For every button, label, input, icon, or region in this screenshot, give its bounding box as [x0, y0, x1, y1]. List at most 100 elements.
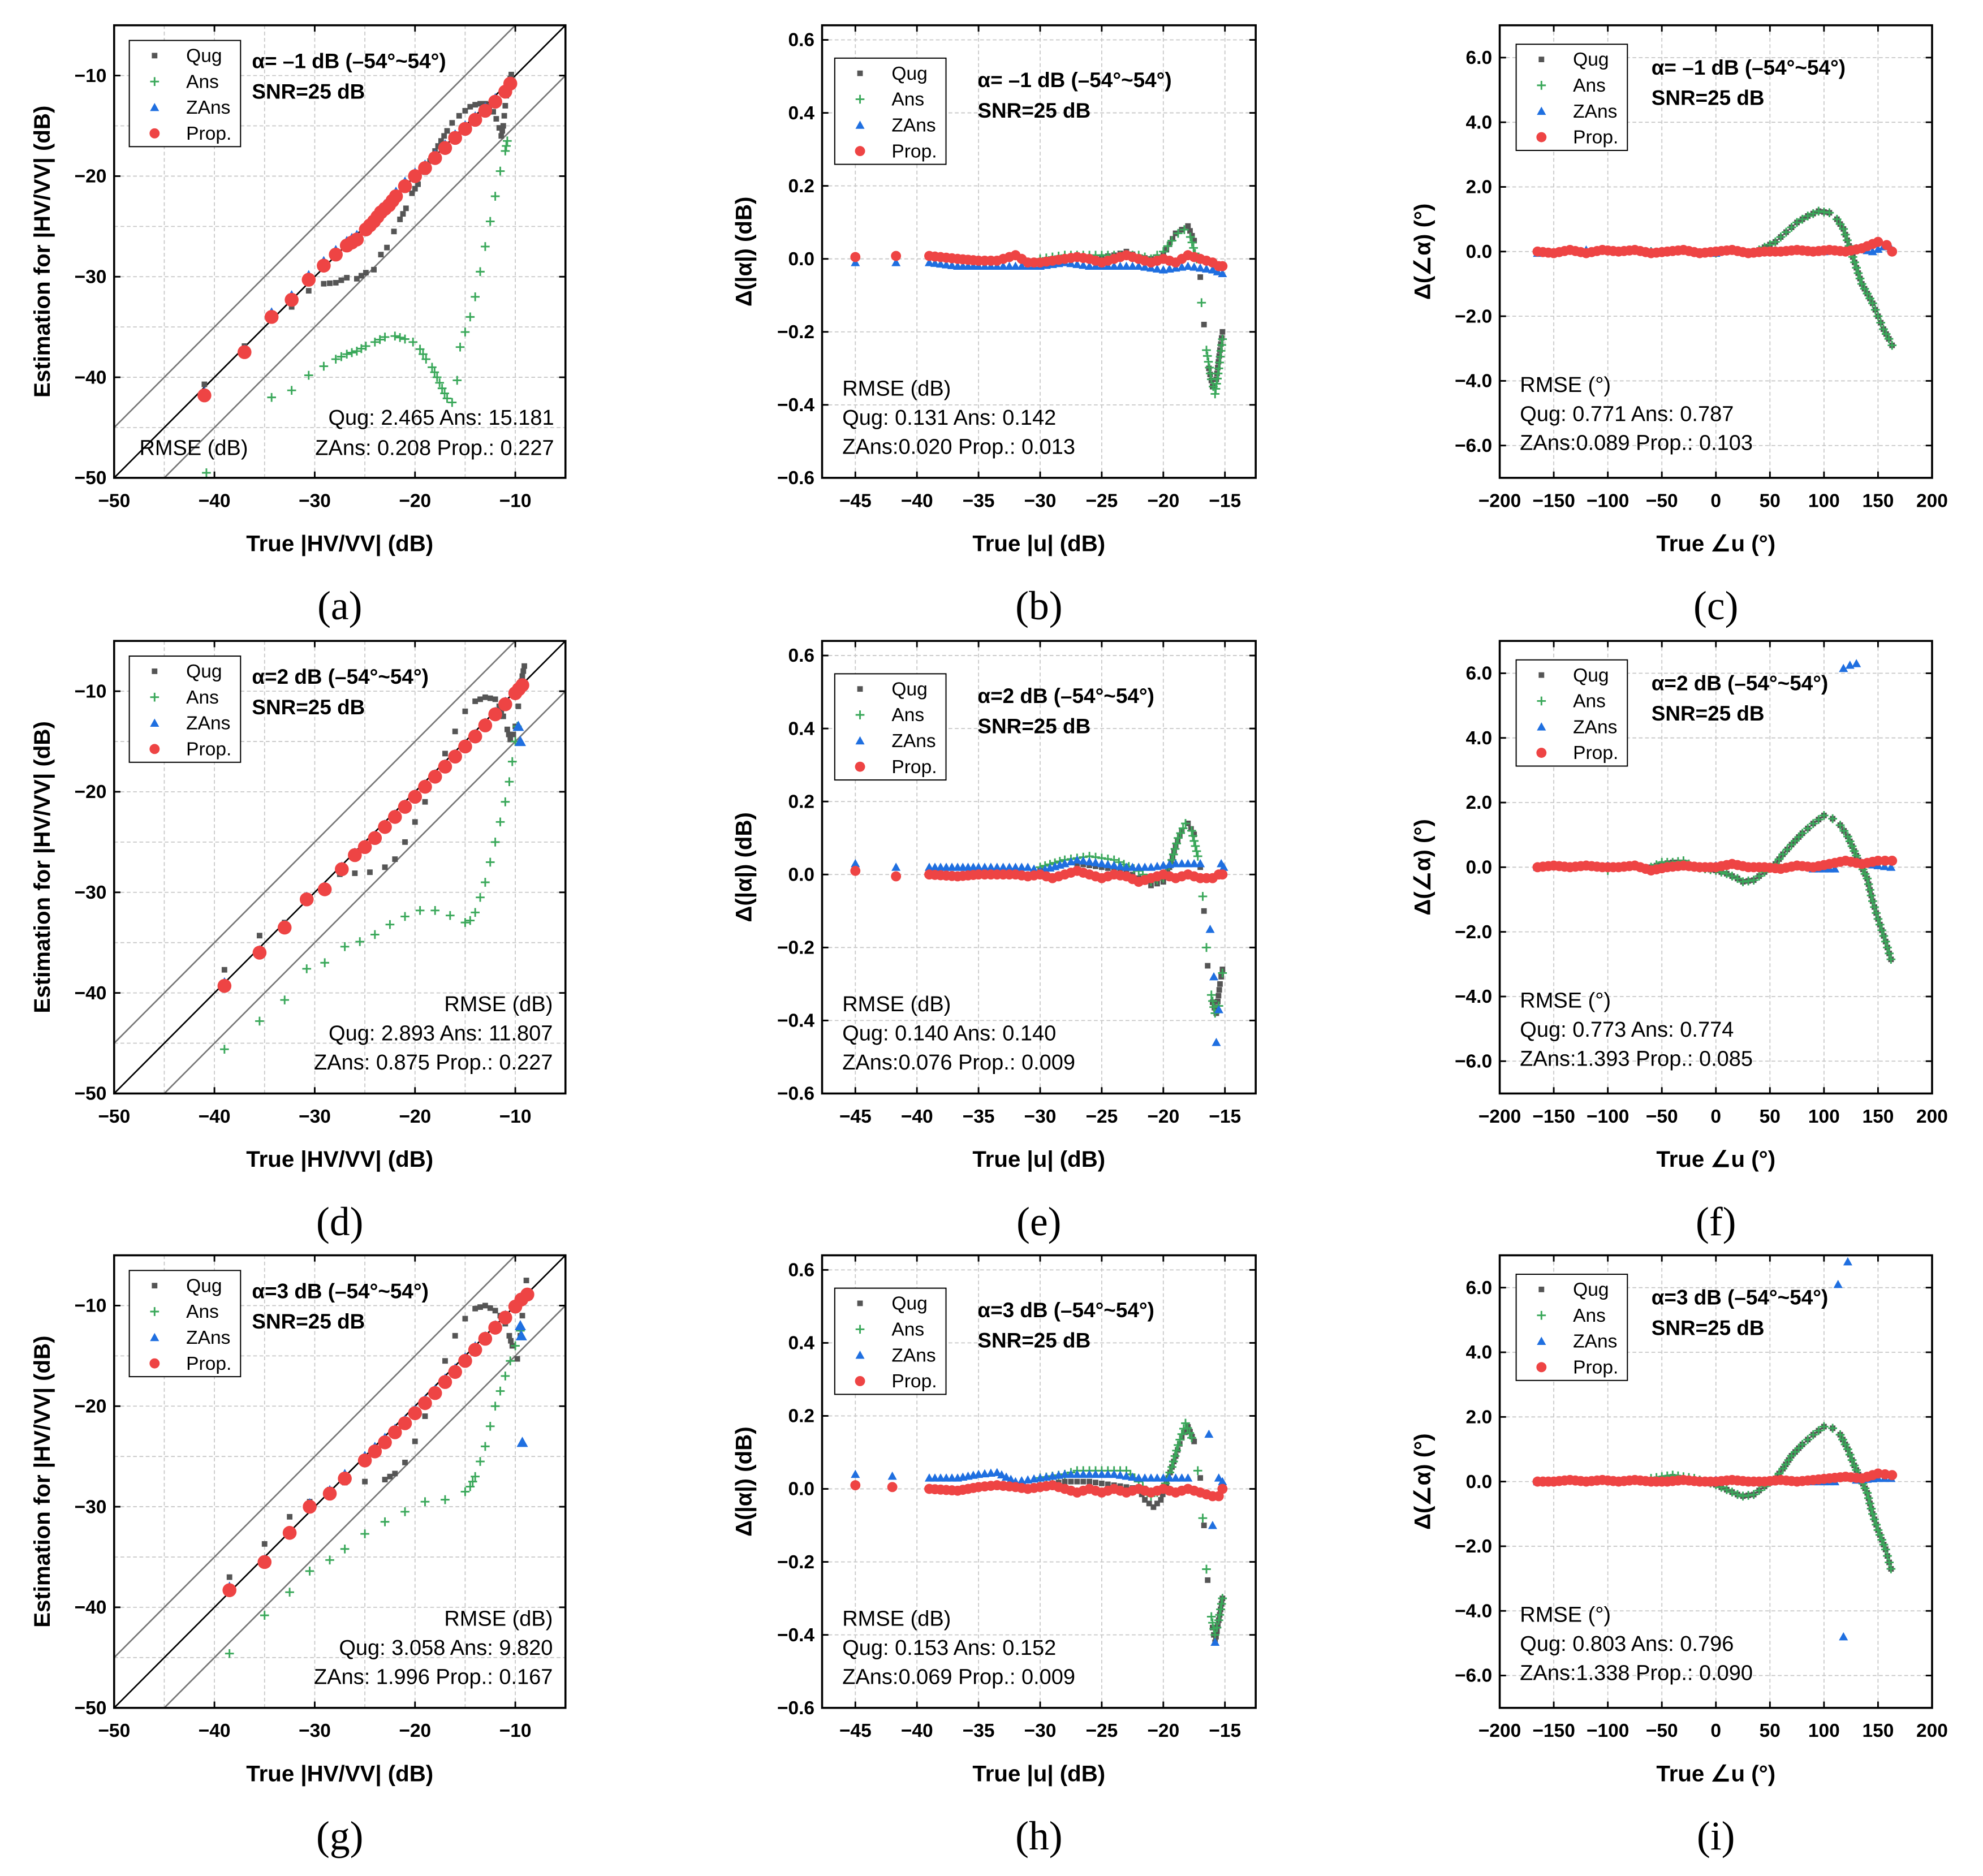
qug-point [462, 1316, 468, 1322]
ans-point [1839, 826, 1849, 835]
prop-point [277, 920, 292, 935]
ans-point [1191, 842, 1200, 851]
qug-point [1217, 981, 1223, 987]
ans-point [1185, 1428, 1195, 1438]
prop-point [222, 1583, 237, 1597]
ans-point [357, 344, 366, 353]
ans-point [1774, 855, 1784, 864]
prop-point [398, 179, 412, 193]
panel-d: −50 −40 −30 −20 −10 −10 −20 −30 −40 −50 True |HV/V… [29, 640, 567, 1244]
qug-point [1093, 1480, 1098, 1486]
x-tick-label: 100 [1808, 1720, 1840, 1741]
prop-point [438, 141, 452, 155]
zans-point [1845, 661, 1855, 669]
ans-point [361, 342, 370, 351]
ans-point [455, 342, 465, 352]
x-tick-label: −35 [963, 490, 995, 511]
zans-point [1219, 862, 1228, 871]
ans-point [1840, 230, 1850, 239]
prop-point [458, 122, 472, 136]
ans-point [220, 1045, 229, 1054]
ans-point [1845, 1450, 1855, 1459]
ans-point [1178, 823, 1188, 833]
snr-annotation: SNR=25 dB [252, 80, 365, 103]
ans-point [400, 334, 409, 344]
legend-label: Prop. [1573, 1357, 1618, 1378]
panel-label: (d) [316, 1200, 363, 1244]
rmse-header: RMSE (°) [1520, 989, 1611, 1012]
legend-label: ZAns [1573, 717, 1617, 738]
qug-point [412, 1438, 418, 1444]
zans-point [851, 1469, 860, 1478]
prop-point [388, 1425, 402, 1439]
ans-point [1875, 1530, 1885, 1539]
zans-point [1218, 1477, 1227, 1486]
panel-g: −50 −40 −30 −20 −10 −10 −20 −30 −40 −50 True |HV/V… [29, 1254, 567, 1858]
panel-label: (i) [1697, 1814, 1735, 1858]
ans-point [440, 389, 449, 398]
ans-point [1845, 836, 1855, 846]
y-tick-label: 2.0 [1466, 792, 1493, 813]
legend-prop-icon [1536, 132, 1547, 143]
ans-point [1776, 232, 1786, 241]
zans-point [1090, 858, 1101, 866]
qug-point [499, 128, 505, 134]
qug-point [472, 698, 478, 704]
prop-point [408, 1406, 423, 1421]
qug-point [1216, 987, 1222, 993]
zans-point [1066, 1469, 1076, 1478]
y-axis-label: Δ(|α|) (dB) [731, 1426, 756, 1537]
prop-point [418, 1396, 432, 1411]
legend-label: Prop. [891, 141, 937, 162]
legend-label: Prop. [891, 757, 937, 778]
ans-point [1840, 1440, 1850, 1449]
ans-point [1879, 1540, 1889, 1549]
qug-point [452, 1332, 458, 1339]
ans-point [1866, 1504, 1876, 1513]
y-axis-label: Estimation for |HV/VV| (dB) [29, 721, 55, 1013]
y-axis-label: Estimation for |HV/VV| (dB) [29, 106, 55, 398]
qug-point [441, 133, 447, 139]
legend-label: Qug [891, 63, 927, 84]
rmse-line: Qug: 0.140 Ans: 0.140 [842, 1022, 1056, 1046]
prop-point [368, 1444, 382, 1459]
prop-point [1217, 1483, 1228, 1494]
y-tick-label: −0.4 [777, 1625, 815, 1646]
ans-point [1206, 1612, 1216, 1621]
ans-point [320, 958, 329, 968]
x-tick-label: 0 [1710, 1720, 1721, 1741]
ans-point [437, 383, 447, 393]
ans-point [1876, 318, 1886, 327]
rmse-line: ZAns: 0.875 Prop.: 0.227 [314, 1051, 553, 1075]
legend-qug-icon [857, 686, 863, 692]
ans-point [460, 918, 470, 927]
prop-point [1217, 869, 1228, 880]
zans-point [1152, 1473, 1162, 1482]
y-tick-label: 0.4 [788, 718, 814, 739]
y-axis-label: Δ(|α|) (dB) [731, 812, 756, 922]
ans-point [1792, 218, 1801, 227]
y-tick-label: 0.4 [788, 1333, 814, 1354]
ans-point [415, 344, 425, 354]
prop-point [357, 840, 372, 855]
ans-point [1865, 1499, 1874, 1508]
y-tick-label: −10 [75, 1296, 107, 1317]
prop-point [418, 161, 432, 175]
ans-point [1879, 931, 1889, 941]
y-tick-label: 2.0 [1466, 177, 1493, 198]
legend-label: ZAns [1573, 101, 1617, 122]
prop-point [301, 273, 316, 287]
prop-point [1887, 1470, 1898, 1481]
qug-point [490, 109, 496, 115]
legend-zans-icon [150, 102, 159, 111]
qug-point [477, 1304, 483, 1310]
qug-point [1098, 864, 1105, 870]
ans-point [370, 338, 380, 347]
ans-point [1189, 836, 1199, 846]
x-tick-label: 100 [1808, 1106, 1840, 1127]
ans-point [1787, 223, 1796, 232]
y-axis-label: Δ(∠α) (°) [1410, 1433, 1435, 1530]
prop-point [322, 1486, 337, 1501]
legend-ans-icon [1537, 1310, 1546, 1320]
legend-label: Prop. [1573, 743, 1618, 764]
